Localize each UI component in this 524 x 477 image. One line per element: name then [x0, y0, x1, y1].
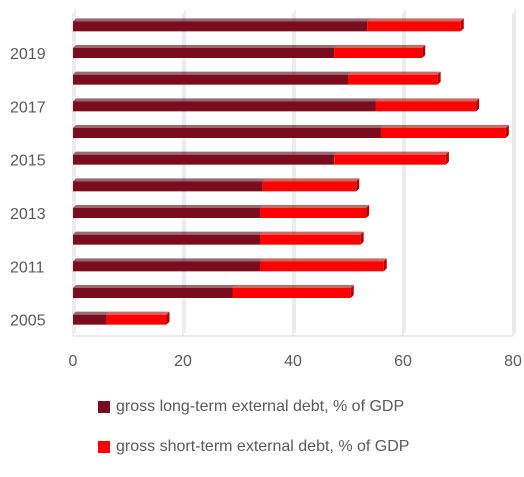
- bar-short-term-top: [375, 98, 480, 102]
- x-tick-label: 20: [174, 353, 192, 370]
- bar-short-term-top: [106, 311, 170, 315]
- bar-end-face: [166, 311, 170, 325]
- legend-swatch-long-term: [98, 401, 110, 413]
- bar-long-term: [73, 208, 260, 218]
- bar-end-face: [437, 71, 441, 85]
- bar-end-face: [356, 178, 360, 192]
- bar-short-term: [260, 261, 384, 272]
- bar-short-term-top: [262, 178, 360, 182]
- bar-long-term: [73, 48, 335, 58]
- bar-long-term: [73, 288, 233, 298]
- bar-short-term-top: [334, 45, 426, 48]
- chart: 2005 2011 2013 2015 2017 2019 0 20 40 60 80: [10, 10, 522, 370]
- bar-end-face: [383, 258, 387, 272]
- bar-end-face: [422, 45, 426, 58]
- x-tick-label: 80: [504, 353, 522, 370]
- x-tick-label: 0: [69, 353, 78, 370]
- bar-long-term: [73, 101, 376, 112]
- bar-short-term-top: [348, 71, 441, 75]
- bar-short-term: [348, 74, 438, 85]
- bar-long-term-top: [73, 151, 338, 155]
- legend-label-short-term: gross short-term external debt, % of GDP: [116, 438, 410, 455]
- x-tick-label: 40: [284, 353, 302, 370]
- bar-short-term-top: [260, 258, 387, 262]
- bar-long-term: [73, 128, 381, 138]
- bar-short-term-top: [232, 285, 354, 288]
- bar-long-term-top: [73, 98, 379, 102]
- bar-long-term-top: [73, 205, 263, 208]
- bar-long-term: [73, 261, 260, 272]
- bar-short-term: [106, 314, 167, 325]
- y-tick-label: 2017: [10, 99, 46, 116]
- bar-long-term-top: [73, 311, 109, 315]
- bar-long-term: [73, 74, 348, 85]
- bar-long-term: [73, 181, 263, 192]
- bar-short-term: [260, 234, 361, 245]
- bars: [73, 18, 509, 325]
- bar-end-face: [366, 205, 370, 218]
- x-tick-labels: 0 20 40 60 80: [69, 353, 522, 370]
- bar-short-term: [375, 101, 477, 112]
- bar-end-face: [476, 98, 480, 112]
- bar-short-term-top: [260, 231, 364, 235]
- bar-end-face: [445, 151, 449, 165]
- bar-short-term: [262, 181, 357, 192]
- bar-short-term-top: [334, 151, 449, 155]
- x-tick-label: 60: [394, 353, 412, 370]
- bar-long-term-top: [73, 178, 266, 182]
- bar-short-term: [334, 48, 423, 58]
- legend-item-short-term: gross short-term external debt, % of GDP: [98, 437, 409, 457]
- bar-end-face: [350, 285, 354, 298]
- bar-short-term: [260, 208, 367, 218]
- legend-item-long-term: gross long-term external debt, % of GDP: [98, 397, 409, 417]
- bar-long-term-top: [73, 285, 236, 288]
- bar-long-term: [73, 234, 260, 245]
- bar-long-term-top: [73, 71, 351, 75]
- y-tick-label: 2005: [10, 313, 46, 330]
- legend-swatch-short-term: [98, 441, 110, 453]
- bar-long-term-top: [73, 18, 371, 22]
- bar-end-face: [505, 125, 509, 138]
- y-tick-label: 2011: [10, 259, 45, 276]
- bar-short-term-top: [367, 18, 464, 22]
- bar-short-term: [232, 288, 351, 298]
- bar-short-term: [334, 154, 446, 165]
- bar-long-term: [73, 314, 106, 325]
- bar-long-term: [73, 21, 368, 32]
- bar-long-term-top: [73, 125, 384, 128]
- bar-short-term: [381, 128, 506, 138]
- y-tick-label: 2019: [10, 46, 46, 63]
- y-tick-label: 2015: [10, 153, 46, 170]
- bar-long-term: [73, 154, 335, 165]
- bar-long-term-top: [73, 45, 338, 48]
- bar-short-term: [367, 21, 461, 32]
- legend: gross long-term external debt, % of GDP …: [98, 397, 409, 477]
- bar-short-term-top: [381, 125, 509, 128]
- y-tick-label: 2013: [10, 206, 46, 223]
- y-tick-labels: 2005 2011 2013 2015 2017 2019: [10, 46, 46, 330]
- bar-end-face: [460, 18, 464, 32]
- bar-short-term-top: [260, 205, 370, 208]
- bar-long-term-top: [73, 258, 263, 262]
- legend-label-long-term: gross long-term external debt, % of GDP: [116, 398, 405, 415]
- bar-long-term-top: [73, 231, 263, 235]
- gridlines: [72, 10, 516, 337]
- bar-end-face: [360, 231, 364, 245]
